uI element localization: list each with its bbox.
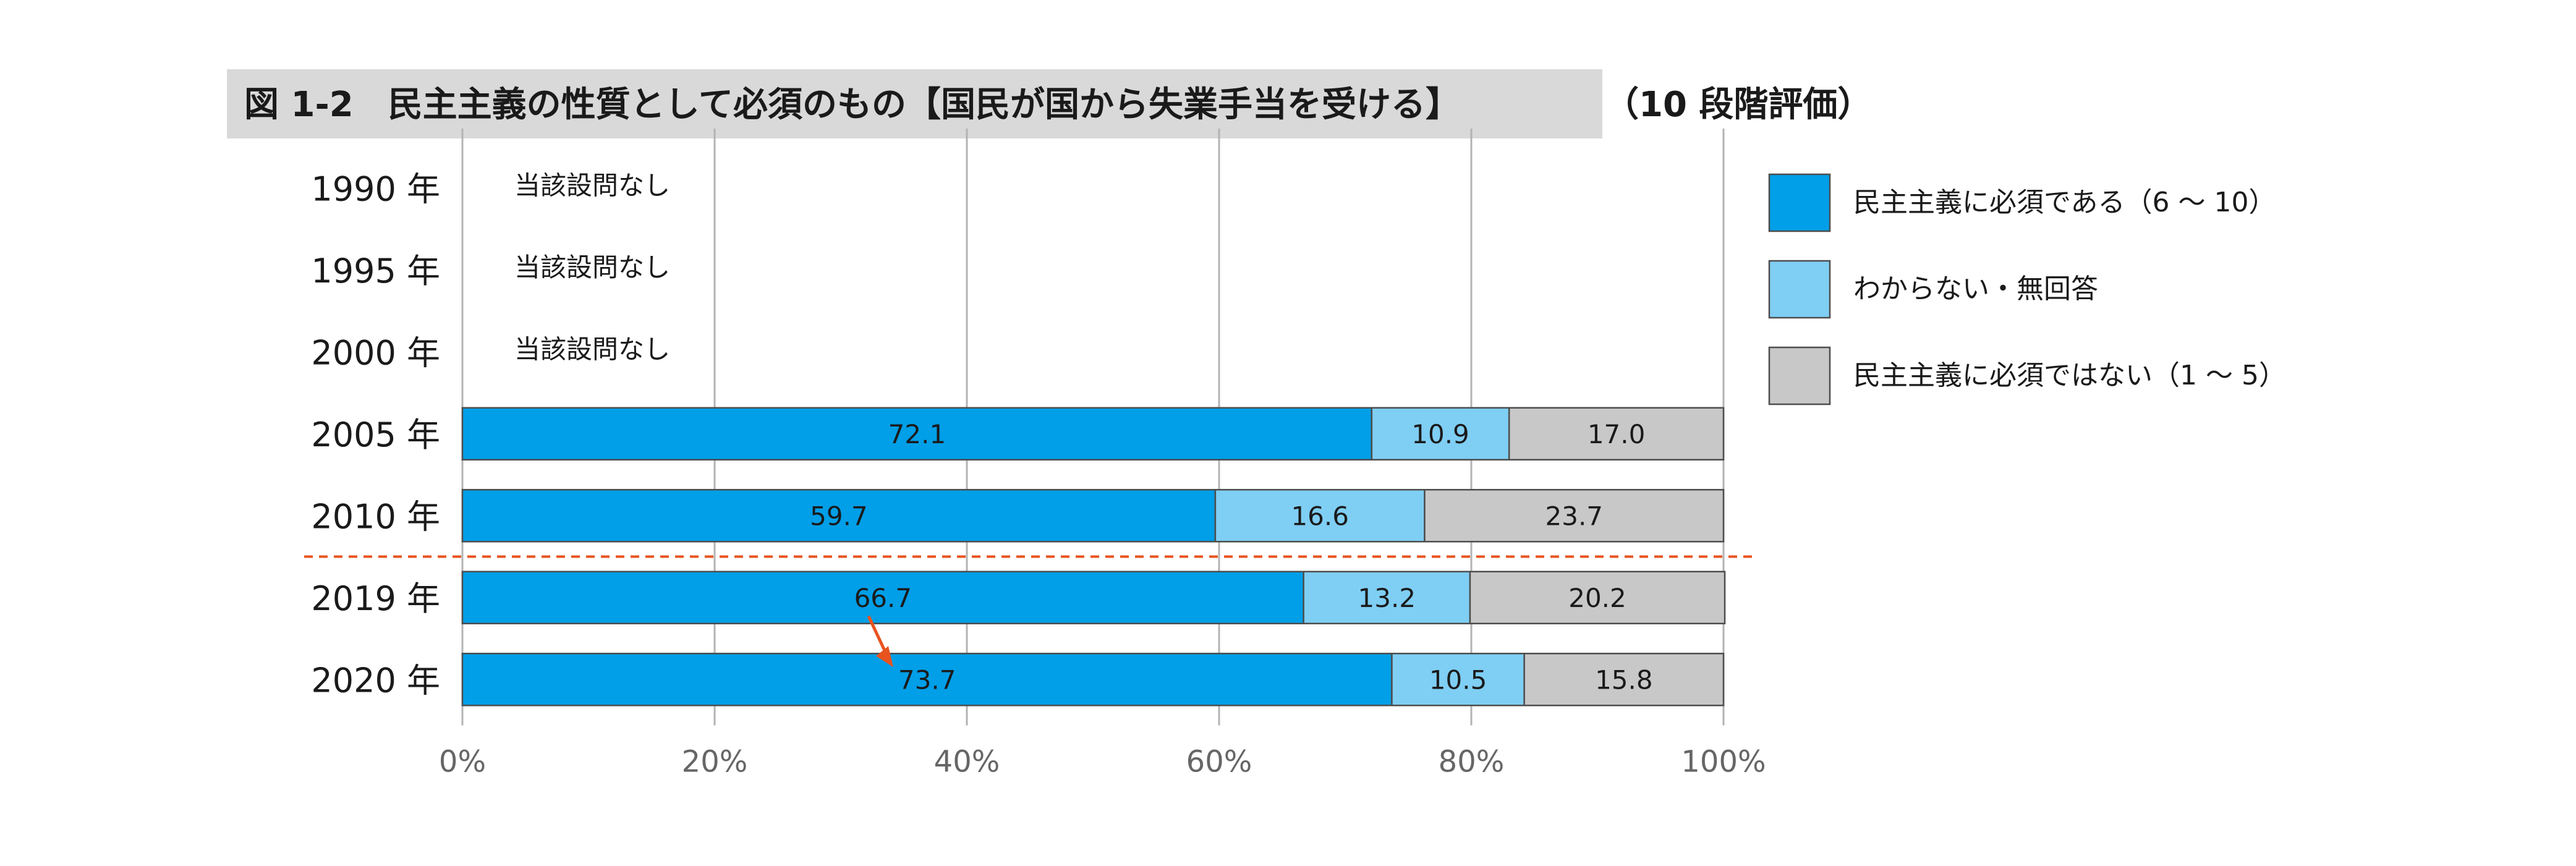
bar-segment xyxy=(461,489,1217,543)
legend-swatch xyxy=(1768,260,1831,319)
data-label: 17.0 xyxy=(1588,419,1646,449)
category-label: 2020 年 xyxy=(311,661,440,700)
legend-label: 民主主義に必須である（6 ～ 10） xyxy=(1853,187,2276,218)
data-label: 20.2 xyxy=(1568,583,1626,613)
bar-segment xyxy=(1303,571,1471,624)
data-label: 10.9 xyxy=(1411,419,1469,449)
category-label: 2019 年 xyxy=(311,579,440,618)
x-tick-label: 0% xyxy=(439,745,486,779)
bar-segment xyxy=(1508,407,1725,461)
legend-label: わからない・無回答 xyxy=(1853,273,2098,305)
data-label: 16.6 xyxy=(1291,501,1349,531)
chart-title-suffix: （10 段階評価） xyxy=(1604,85,1872,125)
no-data-note: 当該設問なし xyxy=(514,252,670,282)
category-label: 2010 年 xyxy=(311,497,440,536)
bar-segment xyxy=(461,571,1304,624)
x-tick-label: 60% xyxy=(1186,745,1252,779)
bar-segment xyxy=(461,653,1393,707)
data-label: 59.7 xyxy=(810,501,868,531)
data-label: 13.2 xyxy=(1358,583,1416,613)
chart-title: 図 1-2 民主主義の性質として必須のもの【国民が国から失業手当を受ける】 xyxy=(244,85,1460,125)
bar-segment xyxy=(1391,653,1525,707)
plot-area: 0% 20% 40% 60% 80% 100%1990 年当該設問なし1995 年当該設問… xyxy=(304,129,1766,779)
bar-segment xyxy=(1214,489,1426,543)
bar-segment xyxy=(1523,653,1725,707)
data-label: 72.1 xyxy=(888,419,946,449)
legend-label: 民主主義に必須ではない（1 ～ 5） xyxy=(1853,360,2286,391)
no-data-note: 当該設問なし xyxy=(514,334,670,364)
data-label: 15.8 xyxy=(1595,664,1653,695)
legend-swatch xyxy=(1768,346,1831,405)
trend-arrow-head xyxy=(876,646,893,668)
x-tick-label: 80% xyxy=(1439,745,1505,779)
x-tick-label: 100% xyxy=(1681,745,1766,779)
bar-segment xyxy=(1371,407,1510,461)
legend: 民主主義に必須である（6 ～ 10） わからない・無回答民主主義に必須ではない（1… xyxy=(1768,173,2286,405)
category-label: 1995 年 xyxy=(311,252,440,291)
category-label: 2005 年 xyxy=(311,415,440,454)
title-background xyxy=(227,69,1602,138)
bar-segment xyxy=(1424,489,1725,543)
data-label: 73.7 xyxy=(898,664,956,695)
x-tick-label: 40% xyxy=(934,745,1000,779)
data-label: 23.7 xyxy=(1545,501,1604,531)
no-data-note: 当該設問なし xyxy=(514,170,670,200)
data-label: 66.7 xyxy=(854,583,912,613)
category-label: 1990 年 xyxy=(311,169,440,208)
data-label: 10.5 xyxy=(1429,664,1487,695)
bar-segment xyxy=(1469,571,1726,624)
x-tick-label: 20% xyxy=(682,745,748,779)
legend-swatch xyxy=(1768,173,1831,232)
category-label: 2000 年 xyxy=(311,333,440,372)
